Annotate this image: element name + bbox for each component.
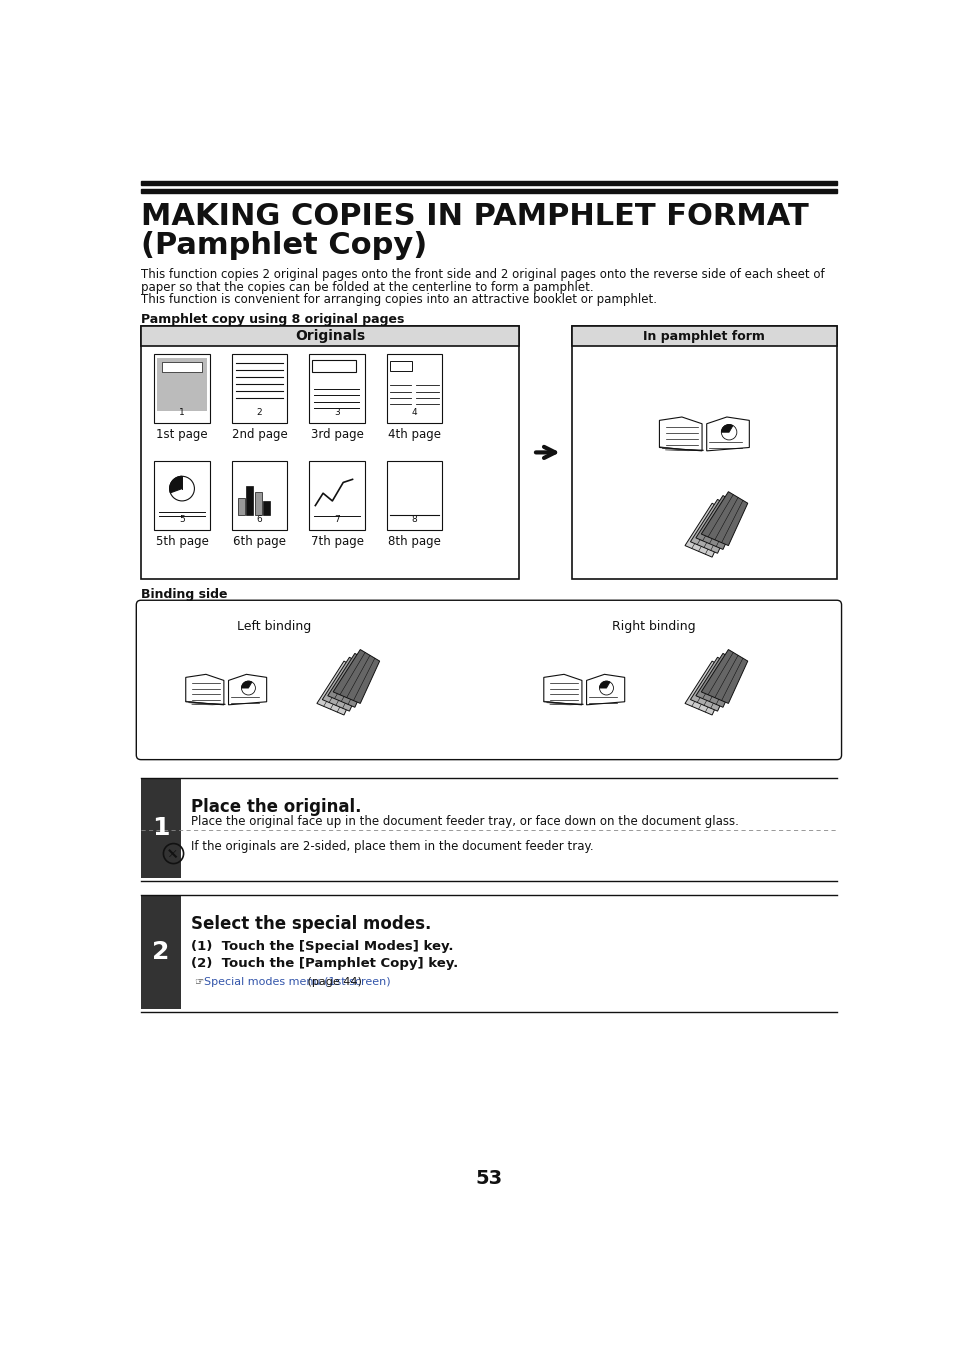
Text: 1: 1 (179, 408, 185, 417)
Text: 5: 5 (179, 515, 185, 524)
Bar (141, 896, 181, 1009)
Text: 7: 7 (334, 515, 339, 524)
Text: Left binding: Left binding (237, 620, 311, 634)
Polygon shape (186, 674, 224, 705)
Polygon shape (586, 674, 624, 705)
Text: 8th page: 8th page (388, 535, 440, 549)
Polygon shape (659, 417, 701, 451)
Text: 2nd page: 2nd page (232, 428, 287, 442)
Bar (571, 326, 836, 346)
Text: ☞: ☞ (194, 977, 203, 986)
Text: Right binding: Right binding (612, 620, 695, 634)
Bar (141, 189, 836, 193)
Bar (141, 778, 181, 878)
Bar (141, 326, 518, 578)
Text: 5th page: 5th page (155, 535, 209, 549)
Text: (page 44): (page 44) (304, 977, 362, 986)
Text: 6: 6 (256, 515, 262, 524)
Text: 1st page: 1st page (156, 428, 208, 442)
Bar (309, 354, 365, 423)
Polygon shape (695, 496, 741, 550)
Bar (312, 359, 355, 373)
Bar (141, 326, 518, 346)
Text: paper so that the copies can be folded at the centerline to form a pamphlet.: paper so that the copies can be folded a… (141, 281, 593, 293)
Polygon shape (690, 500, 736, 554)
Text: This function copies 2 original pages onto the front side and 2 original pages o: This function copies 2 original pages on… (141, 269, 823, 281)
Text: 4: 4 (412, 408, 416, 417)
Text: Special modes menu (1st screen): Special modes menu (1st screen) (204, 977, 391, 986)
Polygon shape (706, 417, 748, 451)
Bar (309, 461, 365, 530)
Bar (162, 362, 202, 373)
Polygon shape (684, 661, 731, 715)
Text: (Pamphlet Copy): (Pamphlet Copy) (141, 231, 427, 261)
Text: In pamphlet form: In pamphlet form (642, 330, 764, 343)
Bar (246, 485, 253, 515)
Text: 3: 3 (334, 408, 339, 417)
Bar (141, 181, 836, 185)
Bar (386, 354, 442, 423)
Text: MAKING COPIES IN PAMPHLET FORMAT: MAKING COPIES IN PAMPHLET FORMAT (141, 203, 808, 231)
Bar (154, 354, 210, 423)
Wedge shape (170, 477, 182, 493)
Text: 7th page: 7th page (310, 535, 363, 549)
Polygon shape (690, 657, 736, 711)
Bar (386, 461, 442, 530)
Polygon shape (316, 661, 363, 715)
Polygon shape (700, 492, 747, 546)
Bar (157, 358, 207, 411)
Text: 8: 8 (411, 515, 417, 524)
Text: Place the original.: Place the original. (191, 798, 360, 816)
Text: Place the original face up in the document feeder tray, or face down on the docu: Place the original face up in the docume… (191, 815, 738, 828)
Wedge shape (241, 681, 252, 688)
Polygon shape (328, 654, 374, 708)
Polygon shape (700, 650, 747, 704)
Text: If the originals are 2-sided, place them in the document feeder tray.: If the originals are 2-sided, place them… (191, 840, 593, 852)
Text: (1)  Touch the [Special Modes] key.: (1) Touch the [Special Modes] key. (191, 940, 453, 952)
Text: Select the special modes.: Select the special modes. (191, 915, 431, 934)
Wedge shape (720, 424, 732, 432)
Text: Binding side: Binding side (141, 588, 227, 601)
Text: 2: 2 (152, 940, 170, 965)
Text: Pamphlet copy using 8 original pages: Pamphlet copy using 8 original pages (141, 313, 404, 326)
Text: (2)  Touch the [Pamphlet Copy] key.: (2) Touch the [Pamphlet Copy] key. (191, 957, 457, 970)
Bar (154, 461, 210, 530)
Text: 2: 2 (256, 408, 262, 417)
Text: This function is convenient for arranging copies into an attractive booklet or p: This function is convenient for arrangin… (141, 293, 657, 307)
Bar (390, 361, 412, 370)
Text: 3rd page: 3rd page (311, 428, 363, 442)
Text: 4th page: 4th page (388, 428, 440, 442)
Bar (263, 501, 270, 515)
Wedge shape (598, 681, 609, 688)
Text: 53: 53 (475, 1169, 502, 1188)
FancyBboxPatch shape (136, 600, 841, 759)
Polygon shape (322, 657, 369, 711)
Polygon shape (543, 674, 581, 705)
Bar (232, 461, 287, 530)
Bar (254, 492, 261, 515)
Text: Originals: Originals (294, 330, 365, 343)
Text: 6th page: 6th page (233, 535, 286, 549)
Text: 1: 1 (152, 816, 170, 840)
Polygon shape (229, 674, 267, 705)
Bar (571, 326, 836, 578)
Polygon shape (333, 650, 379, 704)
Bar (232, 354, 287, 423)
Bar (237, 497, 245, 515)
Polygon shape (695, 654, 741, 708)
Polygon shape (684, 503, 731, 557)
